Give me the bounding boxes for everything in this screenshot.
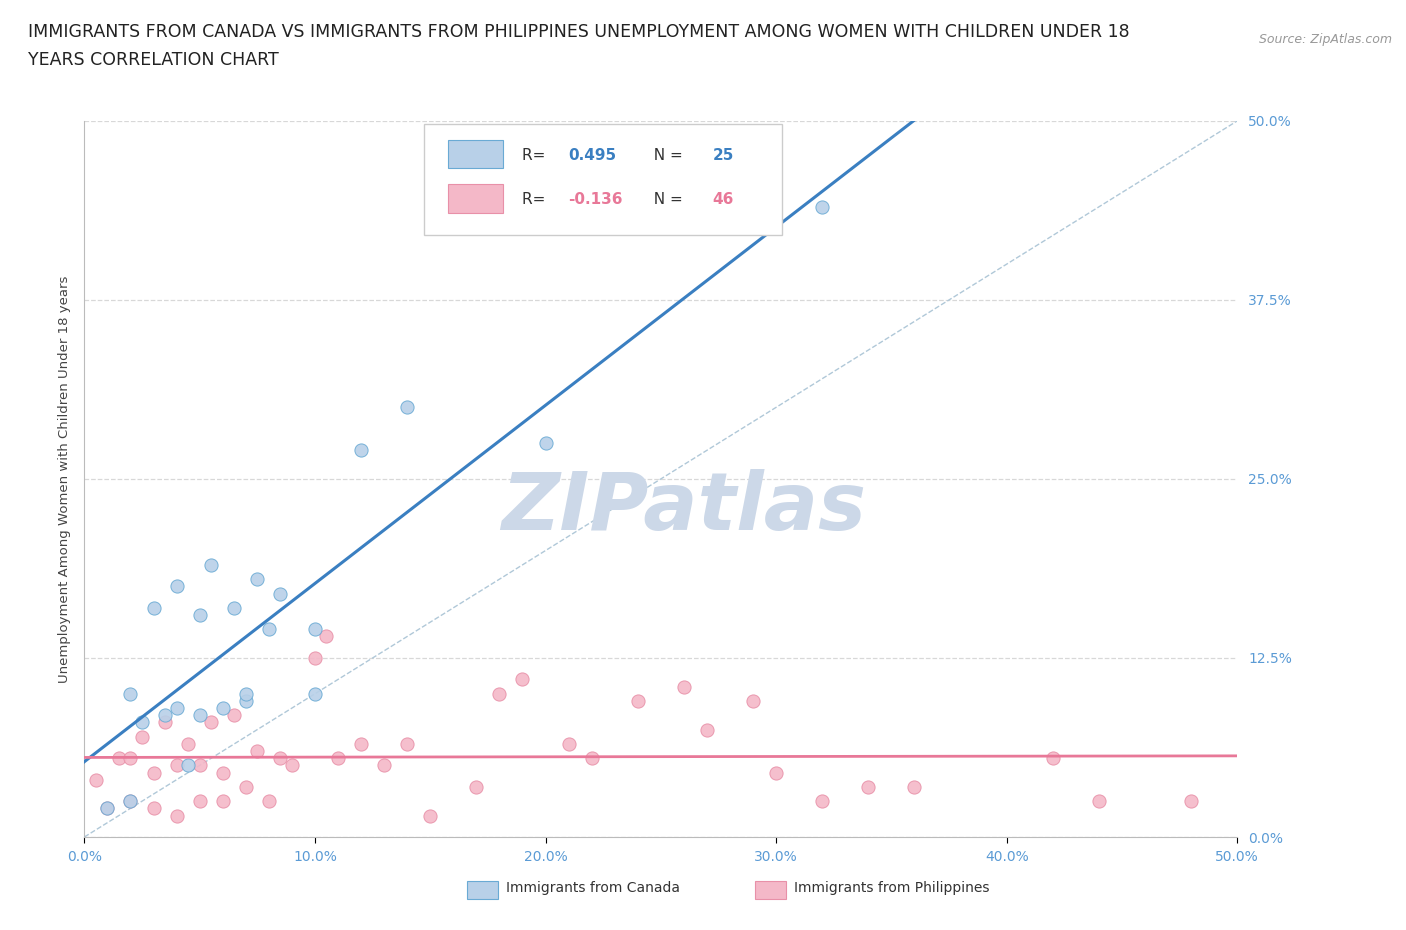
Point — [858, 779, 880, 794]
Point — [765, 765, 787, 780]
Point — [396, 737, 419, 751]
Point — [142, 801, 165, 816]
Text: -0.136: -0.136 — [568, 193, 623, 207]
Point — [281, 758, 304, 773]
Point — [488, 686, 510, 701]
Text: Immigrants from Philippines: Immigrants from Philippines — [794, 881, 990, 896]
Point — [1042, 751, 1064, 765]
Point — [304, 622, 326, 637]
Point — [1088, 794, 1111, 809]
Point — [235, 779, 257, 794]
Point — [257, 794, 280, 809]
Point — [200, 557, 222, 572]
Point — [465, 779, 488, 794]
Point — [166, 700, 188, 715]
Point — [177, 758, 200, 773]
Text: Immigrants from Canada: Immigrants from Canada — [506, 881, 681, 896]
Point — [177, 737, 200, 751]
Point — [131, 715, 153, 730]
Point — [188, 708, 211, 723]
Point — [235, 694, 257, 709]
Point — [696, 722, 718, 737]
Point — [96, 801, 118, 816]
Text: 46: 46 — [713, 193, 734, 207]
Text: IMMIGRANTS FROM CANADA VS IMMIGRANTS FROM PHILIPPINES UNEMPLOYMENT AMONG WOMEN W: IMMIGRANTS FROM CANADA VS IMMIGRANTS FRO… — [28, 23, 1130, 41]
Point — [811, 794, 834, 809]
Point — [534, 435, 557, 450]
Point — [153, 708, 176, 723]
Point — [269, 586, 291, 601]
Point — [257, 622, 280, 637]
Point — [211, 765, 233, 780]
Point — [211, 700, 233, 715]
FancyBboxPatch shape — [447, 140, 503, 168]
Text: N =: N = — [644, 148, 688, 163]
FancyBboxPatch shape — [447, 184, 503, 213]
Point — [315, 629, 337, 644]
Point — [350, 443, 373, 458]
Point — [246, 572, 269, 587]
Text: R=: R= — [523, 193, 551, 207]
Text: 0.495: 0.495 — [568, 148, 617, 163]
Point — [188, 758, 211, 773]
FancyBboxPatch shape — [425, 125, 782, 235]
Text: 25: 25 — [713, 148, 734, 163]
Text: YEARS CORRELATION CHART: YEARS CORRELATION CHART — [28, 51, 278, 69]
Point — [96, 801, 118, 816]
Point — [269, 751, 291, 765]
Point — [166, 758, 188, 773]
Point — [304, 651, 326, 666]
Text: N =: N = — [644, 193, 688, 207]
Point — [188, 607, 211, 622]
Point — [811, 199, 834, 214]
Point — [903, 779, 925, 794]
Point — [396, 400, 419, 415]
Point — [373, 758, 395, 773]
Point — [200, 715, 222, 730]
Text: Source: ZipAtlas.com: Source: ZipAtlas.com — [1258, 33, 1392, 46]
Point — [224, 708, 246, 723]
Point — [166, 578, 188, 594]
Point — [131, 729, 153, 744]
Point — [512, 672, 534, 687]
Point — [672, 679, 695, 694]
Point — [120, 794, 142, 809]
Y-axis label: Unemployment Among Women with Children Under 18 years: Unemployment Among Women with Children U… — [58, 275, 72, 683]
Point — [142, 765, 165, 780]
Point — [1180, 794, 1202, 809]
Point — [581, 751, 603, 765]
Point — [742, 694, 765, 709]
Point — [627, 694, 650, 709]
Point — [224, 601, 246, 616]
Point — [153, 715, 176, 730]
Point — [350, 737, 373, 751]
Point — [84, 772, 107, 787]
Point — [326, 751, 349, 765]
Point — [120, 686, 142, 701]
Point — [557, 737, 579, 751]
Point — [108, 751, 131, 765]
Point — [419, 808, 441, 823]
Point — [211, 794, 233, 809]
Point — [120, 794, 142, 809]
Point — [142, 601, 165, 616]
Point — [120, 751, 142, 765]
Point — [304, 686, 326, 701]
Point — [246, 744, 269, 759]
Text: R=: R= — [523, 148, 551, 163]
Point — [166, 808, 188, 823]
Point — [188, 794, 211, 809]
Point — [235, 686, 257, 701]
Text: ZIPatlas: ZIPatlas — [502, 469, 866, 547]
